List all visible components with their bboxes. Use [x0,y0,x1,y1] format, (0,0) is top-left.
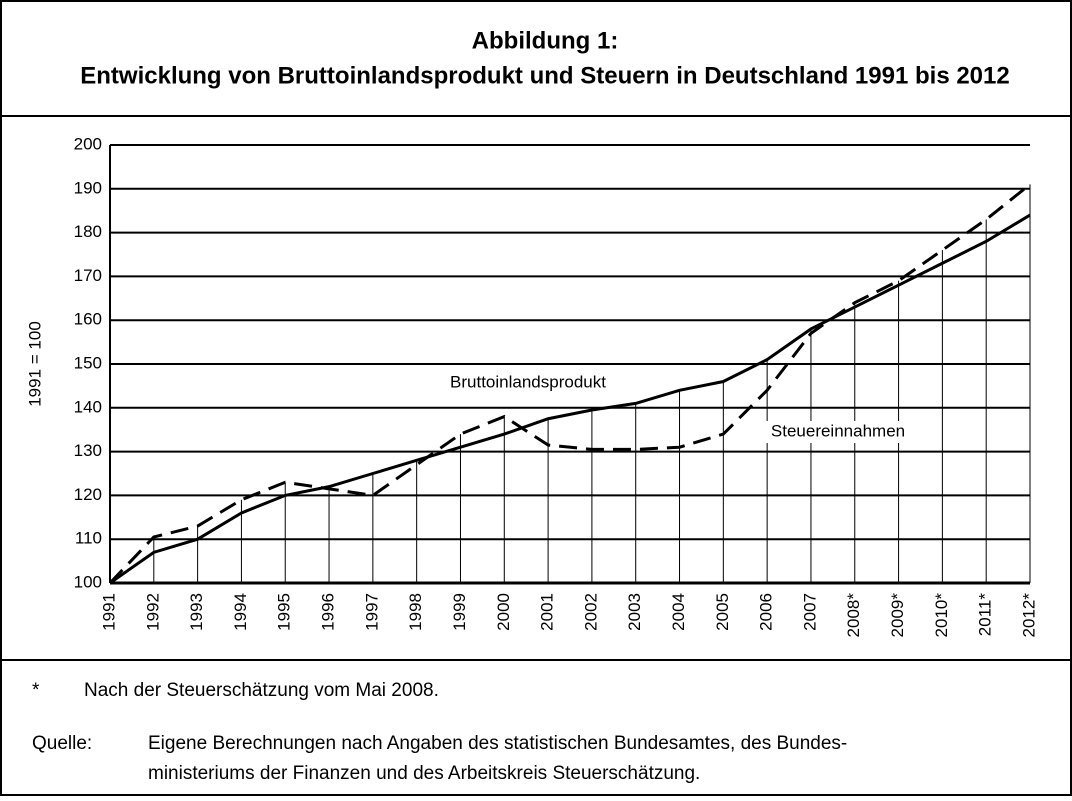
footnote-mark: * [32,680,40,701]
series-line [108,183,1031,585]
source-text: ministeriums der Finanzen und des Arbeit… [148,763,700,784]
y-tick-label: 200 [74,134,102,153]
x-tick-label: 2011* [976,593,995,637]
y-tick-label: 190 [74,178,102,197]
y-tick-label: 100 [74,572,102,591]
x-tick-label: 1994 [231,593,250,631]
y-tick-label: 140 [74,397,102,416]
y-axis-label: 1991 = 100 [25,321,44,407]
x-tick-label: 2006 [757,593,776,631]
x-tick-label: 2005 [713,593,732,631]
y-tick-label: 180 [74,222,102,241]
x-tick-label: 2001 [538,593,557,631]
footnote: Nach der Steuerschätzung vom Mai 2008. [84,680,439,701]
x-tick-label: 2008* [844,593,863,638]
y-tick-label: 160 [74,310,102,329]
series-label: Steuereinnahmen [771,421,905,440]
y-tick-label: 170 [74,266,102,285]
source-label: Quelle: [32,733,92,754]
source-text: Eigene Berechnungen nach Angaben des sta… [148,733,847,754]
x-tick-label: 2007 [800,593,819,631]
y-tick-label: 120 [74,485,102,504]
y-tick-label: 130 [74,441,102,460]
x-tick-label: 2003 [625,593,644,631]
x-tick-label: 1997 [362,593,381,631]
x-tick-label: 2004 [669,593,688,631]
x-tick-label: 2002 [581,593,600,631]
y-tick-label: 110 [75,529,102,548]
x-tick-label: 1998 [406,593,425,631]
y-tick-label: 150 [74,353,102,372]
x-tick-label: 2012* [1019,593,1038,638]
x-tick-label: 1992 [143,593,162,631]
x-tick-label: 2000 [494,593,513,631]
chart-title: Abbildung 1: [472,27,619,54]
label-bg [752,421,924,443]
series-line [109,213,1031,585]
x-tick-label: 1991 [99,593,118,631]
x-tick-label: 1995 [275,593,294,631]
x-tick-label: 1999 [450,593,469,631]
series-label: Bruttoinlandsprodukt [450,372,606,391]
x-tick-label: 2010* [932,593,951,638]
x-tick-label: 1996 [319,593,338,631]
x-tick-label: 1993 [187,593,206,631]
x-tick-label: 2009* [888,593,907,638]
chart-subtitle: Entwicklung von Bruttoinlandsprodukt und… [80,62,1009,89]
